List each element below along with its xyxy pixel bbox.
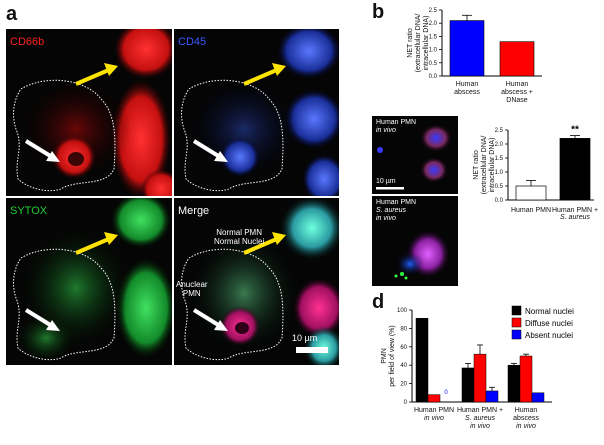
chart-c: 0.0 0.5 1.0 1.5 2.0 2.5 NET ratio (extracellula… xyxy=(460,116,602,288)
c-bar xyxy=(515,185,547,201)
scale-bar-label: 10 µm xyxy=(292,333,318,343)
d-legend-label: Normal nuclei xyxy=(525,307,574,316)
c-category-label: S. aureus xyxy=(560,214,590,221)
c-ylabel: NET ratio xyxy=(473,150,480,180)
d-bar xyxy=(415,318,429,403)
d-category-label: Human PMN xyxy=(414,407,454,414)
panel-d-label: d xyxy=(372,291,385,313)
chart-b: 0.0 0.5 1.0 1.5 2.0 2.5 NET ratio (extracellula… xyxy=(372,2,602,114)
c-bar xyxy=(559,138,591,201)
d-category-label: in vivo xyxy=(424,415,444,422)
d-bar xyxy=(427,394,441,403)
b-category-label: Human xyxy=(506,81,529,88)
c-significance: ** xyxy=(571,125,579,136)
micrograph-cd66b: CD66b xyxy=(6,29,172,196)
micrograph-merge: Merge Normal PMN Normal Nuclei Anuclear … xyxy=(174,198,339,365)
c-top-label: Human PMN in vivo xyxy=(376,119,417,134)
d-bar xyxy=(461,367,475,403)
annotation-normal-pmn: Normal PMN Normal Nuclei xyxy=(214,228,265,246)
b-category-label: Human xyxy=(456,81,479,88)
d-legend-label: Absent nuclei xyxy=(525,331,573,340)
d-ylabel: per field of view (%) xyxy=(389,325,396,386)
c-category-label: Human PMN + xyxy=(552,207,598,214)
channel-label-cd45: CD45 xyxy=(178,36,207,48)
d-ytick-label: 60 xyxy=(400,345,407,351)
d-bar xyxy=(485,390,499,403)
d-legend-swatch xyxy=(511,329,522,340)
d-category-label: Human PMN + xyxy=(457,407,503,414)
d-bar xyxy=(519,355,533,403)
d-ytick-label: 0 xyxy=(404,400,408,406)
d-ylabel: PMN xyxy=(381,348,388,364)
b-ytick-label: 0.0 xyxy=(429,74,438,80)
d-category-label: Human xyxy=(515,407,538,414)
c-ytick-label: 0.5 xyxy=(495,184,504,190)
c-bottom-label: Human PMN S. aureus in vivo xyxy=(376,199,417,222)
c-scale-bar-label: 10 µm xyxy=(376,178,396,185)
d-bar xyxy=(473,353,487,403)
b-ylabel: intracellular DNA) xyxy=(423,16,430,71)
c-ytick-label: 2.5 xyxy=(495,128,504,134)
c-ylabel: (extracellular DNA/ xyxy=(481,136,488,195)
d-bar xyxy=(531,392,545,403)
channel-label-sytox: SYTOX xyxy=(10,205,48,217)
d-legend-swatch xyxy=(511,305,522,316)
d-ytick-label: 20 xyxy=(400,382,407,388)
panel-a-label: a xyxy=(6,3,18,25)
b-ytick-label: 1.5 xyxy=(429,34,438,40)
d-category-label: S. aureus xyxy=(465,415,495,422)
arrow-white xyxy=(24,139,54,159)
panel-b-label: b xyxy=(372,1,385,23)
d-zero-marker: 0 xyxy=(444,390,448,396)
b-bar xyxy=(499,41,535,77)
micrograph-c-bottom: Human PMN S. aureus in vivo xyxy=(372,196,458,286)
c-ytick-label: 0.0 xyxy=(495,198,504,204)
c-ylabel: intracellular DNA) xyxy=(489,138,496,193)
d-category-label: in vivo xyxy=(470,423,490,430)
d-ytick-label: 80 xyxy=(400,326,407,332)
micrograph-sytox: SYTOX xyxy=(6,198,172,365)
annotation-anuclear-pmn: Anuclear PMN xyxy=(176,280,208,298)
d-category-label: abscess xyxy=(513,415,539,422)
d-legend-swatch xyxy=(511,317,522,328)
d-ytick-label: 100 xyxy=(397,308,408,314)
b-ylabel: (extracellular DNA/ xyxy=(415,14,422,73)
scale-bar xyxy=(296,347,328,353)
b-ytick-label: 0.5 xyxy=(429,61,438,67)
b-ytick-label: 1.0 xyxy=(429,48,438,54)
d-bar xyxy=(507,364,521,403)
c-ytick-label: 1.0 xyxy=(495,170,504,176)
arrow-yellow xyxy=(75,67,112,86)
d-legend-label: Diffuse nuclei xyxy=(525,319,573,328)
channel-label-cd66b: CD66b xyxy=(10,36,45,48)
b-category-label: abscess xyxy=(454,89,480,96)
chart-d: 0 20 40 60 80 100 PMN per field of view (%) 0 Hum… xyxy=(372,296,602,444)
b-category-label: DNase xyxy=(506,97,528,104)
c-ytick-label: 1.5 xyxy=(495,156,504,162)
b-ytick-label: 2.0 xyxy=(429,21,438,27)
micrograph-cd45: CD45 xyxy=(174,29,339,196)
channel-label-merge: Merge xyxy=(178,205,210,217)
d-category-label: in vivo xyxy=(516,423,536,430)
d-ytick-label: 40 xyxy=(400,363,407,369)
c-category-label: Human PMN xyxy=(511,207,551,214)
b-ytick-label: 2.5 xyxy=(429,8,438,14)
b-bar xyxy=(449,20,485,77)
b-category-label: abscess + xyxy=(501,89,533,96)
c-ytick-label: 2.0 xyxy=(495,142,504,148)
b-ylabel: NET ratio xyxy=(407,28,414,58)
micrograph-c-top: Human PMN in vivo 10 µm xyxy=(372,116,458,194)
